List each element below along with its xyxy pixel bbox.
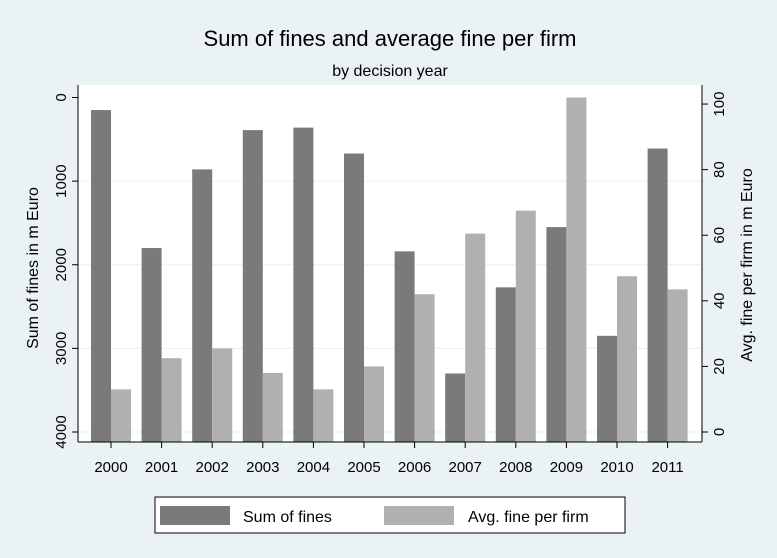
x-tick-label: 2009 bbox=[550, 459, 583, 476]
bar-sum-of-fines-2009 bbox=[546, 227, 567, 442]
x-tick-label: 2000 bbox=[94, 459, 127, 476]
bar-avg-fine-2009 bbox=[566, 97, 587, 442]
x-tick-label: 2004 bbox=[297, 459, 330, 476]
bar-sum-of-fines-2002 bbox=[192, 169, 213, 443]
y-axis-right-label: Avg. fine per firm in m Euro bbox=[739, 168, 756, 362]
right-tick-label: 0 bbox=[711, 428, 728, 436]
bar-avg-fine-2000 bbox=[111, 389, 131, 442]
x-tick-label: 2011 bbox=[651, 459, 683, 476]
x-tick-label: 2005 bbox=[347, 459, 380, 476]
bar-sum-of-fines-2000 bbox=[91, 110, 111, 442]
bar-sum-of-fines-2006 bbox=[394, 251, 415, 442]
left-tick-label: 2000 bbox=[53, 248, 70, 281]
bar-sum-of-fines-2003 bbox=[242, 130, 263, 442]
x-axis-ticks: 2000 2001 2002 2003 2004 2005 2006 2007 2008 2009… bbox=[94, 442, 684, 476]
right-tick-label: 40 bbox=[711, 292, 728, 309]
chart-title: Sum of fines and average fine per firm bbox=[204, 26, 577, 51]
bar-avg-fine-2011 bbox=[667, 289, 688, 442]
right-tick-label: 100 bbox=[711, 92, 728, 117]
x-tick-label: 2010 bbox=[600, 459, 633, 476]
left-tick-label: 0 bbox=[53, 93, 70, 101]
legend-swatch-sum-of-fines bbox=[160, 506, 230, 525]
right-tick-label: 20 bbox=[711, 358, 728, 375]
left-tick-label: 1000 bbox=[53, 164, 70, 197]
bar-sum-of-fines-2004 bbox=[293, 127, 314, 442]
left-axis-ticks: 0 1000 2000 3000 4000 bbox=[53, 93, 78, 449]
x-tick-label: 2001 bbox=[145, 459, 178, 476]
bar-sum-of-fines-2005 bbox=[344, 153, 364, 442]
bar-avg-fine-2008 bbox=[515, 210, 536, 442]
right-tick-label: 60 bbox=[711, 227, 728, 244]
bar-avg-fine-2002 bbox=[212, 348, 233, 442]
legend-swatch-avg-fine bbox=[384, 506, 454, 525]
left-tick-label: 3000 bbox=[53, 332, 70, 365]
legend: Sum of fines Avg. fine per firm bbox=[154, 496, 626, 534]
bar-avg-fine-2004 bbox=[313, 389, 334, 442]
y-axis-left-label: Sum of fines in m Euro bbox=[25, 187, 42, 349]
x-tick-label: 2008 bbox=[499, 459, 532, 476]
left-tick-label: 4000 bbox=[53, 415, 70, 448]
bar-avg-fine-2010 bbox=[617, 276, 637, 442]
bar-sum-of-fines-2001 bbox=[141, 248, 162, 442]
chart-subtitle: by decision year bbox=[332, 63, 448, 80]
bar-avg-fine-2001 bbox=[161, 358, 182, 442]
bar-sum-of-fines-2011 bbox=[647, 148, 668, 443]
bar-avg-fine-2005 bbox=[364, 366, 384, 442]
bar-sum-of-fines-2007 bbox=[445, 373, 466, 442]
bar-sum-of-fines-2008 bbox=[495, 287, 516, 442]
x-tick-label: 2002 bbox=[196, 459, 229, 476]
bar-avg-fine-2006 bbox=[414, 294, 435, 442]
legend-label-avg-fine: Avg. fine per firm bbox=[468, 509, 589, 526]
bar-avg-fine-2003 bbox=[262, 372, 283, 442]
x-tick-label: 2007 bbox=[449, 459, 482, 476]
legend-label-sum-of-fines: Sum of fines bbox=[243, 509, 332, 526]
x-tick-label: 2006 bbox=[398, 459, 431, 476]
bar-avg-fine-2007 bbox=[465, 233, 486, 442]
right-axis-ticks: 0 20 40 60 80 100 bbox=[702, 92, 728, 436]
bars bbox=[91, 97, 688, 443]
bar-sum-of-fines-2010 bbox=[597, 335, 617, 442]
x-tick-label: 2003 bbox=[246, 459, 279, 476]
right-tick-label: 80 bbox=[711, 161, 728, 178]
